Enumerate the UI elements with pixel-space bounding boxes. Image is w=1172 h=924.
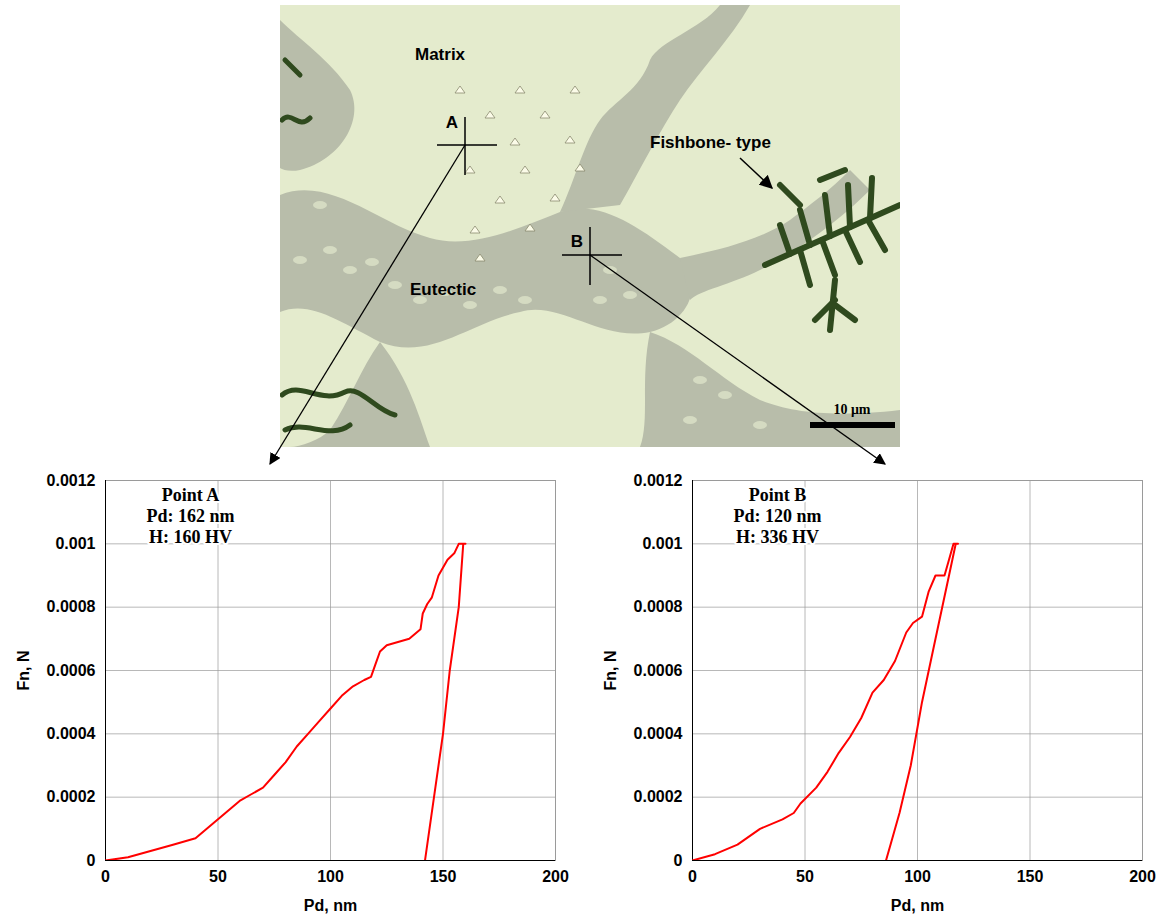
svg-text:0.001: 0.001 xyxy=(55,535,95,552)
svg-text:0.0002: 0.0002 xyxy=(47,788,96,805)
svg-text:Fn, N: Fn, N xyxy=(602,651,619,691)
svg-text:0.0004: 0.0004 xyxy=(634,725,683,742)
svg-text:100: 100 xyxy=(904,868,931,885)
svg-text:0: 0 xyxy=(688,868,697,885)
svg-text:0.0006: 0.0006 xyxy=(634,662,683,679)
svg-text:Fishbone- type: Fishbone- type xyxy=(650,133,771,152)
svg-text:0.0012: 0.0012 xyxy=(634,472,683,489)
svg-text:Eutectic: Eutectic xyxy=(410,280,476,299)
svg-text:100: 100 xyxy=(317,868,344,885)
svg-text:Pd, nm: Pd, nm xyxy=(304,897,357,914)
svg-text:10 μm: 10 μm xyxy=(833,402,870,417)
svg-text:150: 150 xyxy=(1017,868,1044,885)
svg-text:0: 0 xyxy=(101,868,110,885)
svg-text:200: 200 xyxy=(1129,868,1156,885)
svg-text:B: B xyxy=(571,232,583,251)
svg-text:0.0008: 0.0008 xyxy=(634,598,683,615)
svg-text:Fn, N: Fn, N xyxy=(15,651,32,691)
svg-text:Matrix: Matrix xyxy=(415,45,466,64)
svg-text:0.0002: 0.0002 xyxy=(634,788,683,805)
svg-text:150: 150 xyxy=(430,868,457,885)
svg-text:0.0012: 0.0012 xyxy=(47,472,96,489)
svg-text:Point BPd: 120 nmH: 336 HV: Point BPd: 120 nmH: 336 HV xyxy=(733,485,821,546)
svg-text:0.0004: 0.0004 xyxy=(47,725,96,742)
svg-text:200: 200 xyxy=(542,868,569,885)
svg-text:Point APd: 162 nmH: 160 HV: Point APd: 162 nmH: 160 HV xyxy=(146,485,234,546)
svg-text:0.0006: 0.0006 xyxy=(47,662,96,679)
svg-text:A: A xyxy=(446,113,458,132)
svg-text:0.0008: 0.0008 xyxy=(47,598,96,615)
svg-text:0: 0 xyxy=(87,852,96,869)
svg-text:0.001: 0.001 xyxy=(642,535,682,552)
svg-text:50: 50 xyxy=(796,868,814,885)
svg-text:Pd, nm: Pd, nm xyxy=(891,897,944,914)
svg-text:0: 0 xyxy=(674,852,683,869)
svg-text:50: 50 xyxy=(209,868,227,885)
